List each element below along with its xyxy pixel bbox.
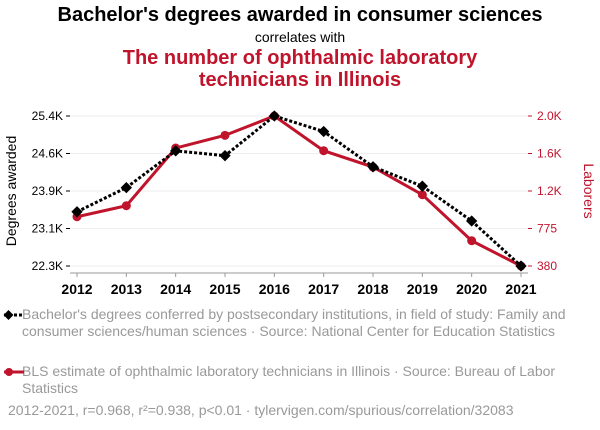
x-tick-label: 2017 (308, 281, 339, 297)
legend-marker-2 (4, 368, 24, 376)
data-point-laborers (220, 130, 230, 140)
chart-subtitle: correlates with (254, 29, 346, 45)
y2-tick-label: 775 (537, 222, 557, 236)
y-tick-label: 25.4K (32, 109, 63, 123)
data-point-degrees (466, 215, 478, 227)
series-line-laborers (76, 114, 522, 268)
y2-tick-label: 1.6K (537, 147, 562, 161)
data-point-degrees (170, 145, 182, 157)
data-point-laborers (467, 236, 477, 246)
y-tick-label: 22.3K (32, 259, 63, 273)
data-point-laborers (417, 190, 427, 200)
chart-title: Bachelor's degrees awarded in consumer s… (57, 4, 543, 26)
y2-tick-label: 380 (537, 259, 557, 273)
x-tick-label: 2016 (259, 281, 290, 297)
y2-tick-label: 2.0K (537, 109, 562, 123)
data-point-laborers (319, 146, 329, 156)
x-tick-label: 2014 (160, 281, 191, 297)
y-tick-label: 24.6K (32, 147, 63, 161)
series-line-degrees (76, 114, 523, 268)
x-tick-label: 2021 (505, 281, 536, 297)
data-point-degrees (219, 150, 231, 162)
y-tick-label: 23.9K (32, 184, 63, 198)
data-point-degrees (515, 260, 527, 272)
x-tick-label: 2020 (456, 281, 487, 297)
legend-item-2: BLS estimate of ophthalmic laboratory te… (4, 363, 600, 397)
x-tick-label: 2012 (61, 281, 92, 297)
footer: 2012-2021, r=0.968, r²=0.938, p<0.01 · t… (8, 402, 514, 418)
y2-tick-label: 1.2K (537, 184, 562, 198)
x-tick-label: 2015 (209, 281, 240, 297)
legend-item-1: Bachelor's degrees conferred by postseco… (3, 306, 600, 340)
data-point-degrees (416, 180, 428, 192)
y-tick-label: 23.1K (32, 222, 63, 236)
chart-title-2: The number of ophthalmic laboratory tech… (122, 47, 478, 91)
x-tick-label: 2013 (111, 281, 142, 297)
x-tick-label: 2019 (407, 281, 438, 297)
y2-axis-label: Laborers (581, 163, 597, 218)
legend-text-2: BLS estimate of ophthalmic laboratory te… (22, 363, 556, 396)
legend-marker-1 (3, 310, 24, 320)
legend-text-1: Bachelor's degrees conferred by postseco… (22, 306, 566, 339)
y-axis-label: Degrees awarded (3, 136, 19, 247)
data-point-laborers (121, 201, 131, 211)
data-point-degrees (367, 161, 379, 173)
x-tick-label: 2018 (357, 281, 388, 297)
